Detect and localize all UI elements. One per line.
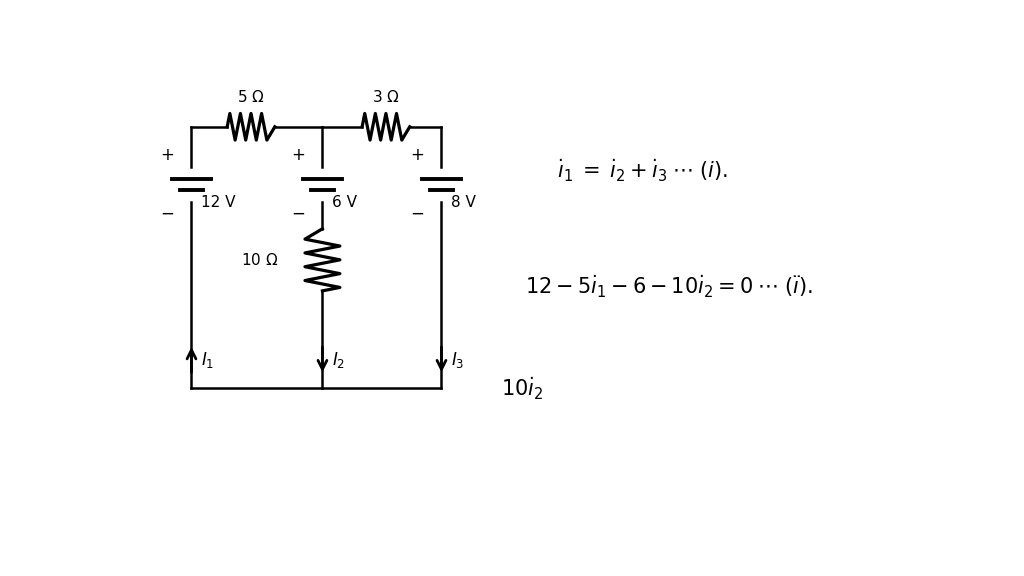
Text: +: + [161, 146, 175, 165]
Text: $I_3$: $I_3$ [451, 350, 464, 370]
Text: +: + [411, 146, 425, 165]
Text: 3 $\Omega$: 3 $\Omega$ [372, 89, 399, 105]
Text: 12 V: 12 V [201, 195, 236, 210]
Text: $12 - 5\dot{\imath}_1 - 6 - 10\dot{\imath}_2 = 0 \;\cdots\; (\ddot{\imath}).$: $12 - 5\dot{\imath}_1 - 6 - 10\dot{\imat… [524, 273, 813, 300]
Text: $I_2$: $I_2$ [332, 350, 345, 370]
Text: −: − [292, 204, 305, 222]
Text: 8 V: 8 V [451, 195, 476, 210]
Text: 5 $\Omega$: 5 $\Omega$ [238, 89, 265, 105]
Text: $\dot{\imath}_1\; =\; \dot{\imath}_2 + \dot{\imath}_3 \;\cdots\; (i).$: $\dot{\imath}_1\; =\; \dot{\imath}_2 + \… [557, 158, 727, 184]
Text: +: + [292, 146, 305, 165]
Text: 6 V: 6 V [332, 195, 357, 210]
Text: $10\dot{\imath}_2$: $10\dot{\imath}_2$ [501, 376, 544, 401]
Text: 10 $\Omega$: 10 $\Omega$ [242, 252, 279, 268]
Text: −: − [411, 204, 425, 222]
Text: −: − [161, 204, 175, 222]
Text: $I_1$: $I_1$ [201, 350, 214, 370]
